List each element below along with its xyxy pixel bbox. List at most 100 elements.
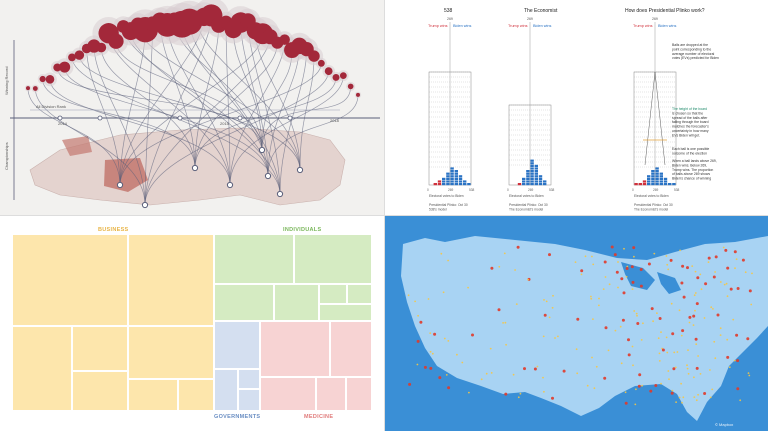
incident-dot <box>631 345 634 348</box>
bubble[interactable] <box>317 59 325 67</box>
incident-dot <box>666 351 669 354</box>
treemap-cell-business[interactable] <box>72 326 128 371</box>
plinko-ball <box>543 183 547 186</box>
treemap-cell-individuals[interactable] <box>214 234 294 284</box>
incident-dot <box>584 255 587 258</box>
incident-dot <box>725 282 728 285</box>
incident-dot <box>716 313 720 317</box>
plinko-ball <box>538 180 543 183</box>
bubble[interactable] <box>332 73 340 81</box>
map-node[interactable] <box>258 146 266 154</box>
treemap-cell-business[interactable] <box>128 234 214 326</box>
explanation-text: average number of electoral <box>672 52 714 56</box>
bubble[interactable] <box>39 75 46 83</box>
incident-dot <box>680 334 683 337</box>
incident-dot <box>517 396 520 399</box>
incident-dot <box>416 339 420 343</box>
bubble[interactable] <box>26 86 30 91</box>
incident-dot <box>632 364 634 367</box>
treemap-cell-individuals[interactable] <box>319 284 347 304</box>
plinko-ball <box>530 172 534 175</box>
treemap-cell-medicine[interactable] <box>346 377 372 411</box>
plinko-ball <box>530 167 534 170</box>
map-node[interactable] <box>191 164 199 172</box>
treemap-cell-business[interactable] <box>128 326 214 379</box>
incident-dot <box>654 384 658 387</box>
map-node[interactable] <box>264 172 272 180</box>
treemap-cell-individuals[interactable] <box>319 304 372 321</box>
bubble[interactable] <box>45 75 55 84</box>
incident-dot <box>694 292 697 294</box>
incident-dot <box>630 265 634 269</box>
us-heat-map: © Mapbox <box>385 216 768 431</box>
incident-dot <box>593 387 596 390</box>
map-node[interactable] <box>276 190 284 198</box>
treemap-cell-business[interactable] <box>12 326 72 411</box>
incident-dot <box>661 348 665 352</box>
year-label-2: 2015 <box>220 121 230 126</box>
bubble[interactable] <box>68 53 76 62</box>
treemap-cell-medicine[interactable] <box>330 321 372 377</box>
treemap-cell-business[interactable] <box>12 234 128 326</box>
treemap-cell-governments[interactable] <box>238 369 260 389</box>
incident-dot <box>695 399 698 402</box>
treemap-cell-medicine[interactable] <box>260 321 330 377</box>
plinko-ball <box>450 167 454 170</box>
incident-dot <box>620 362 623 365</box>
plinko-ball <box>534 180 538 183</box>
bubble[interactable] <box>347 83 354 90</box>
map-node[interactable] <box>226 181 234 189</box>
biden-wins-label: Biden wins <box>658 24 676 28</box>
incident-dot <box>407 294 410 297</box>
bubble[interactable] <box>32 86 38 91</box>
plinko-ball <box>651 183 655 186</box>
incident-dot <box>678 396 681 399</box>
plinko-ball <box>663 183 668 186</box>
bubble[interactable] <box>108 33 124 49</box>
bubble[interactable] <box>279 34 290 45</box>
incident-dot <box>445 374 448 376</box>
incident-dot <box>417 314 419 317</box>
treemap-cell-business[interactable] <box>178 379 214 411</box>
bubble[interactable] <box>308 50 320 62</box>
treemap-cell-individuals[interactable] <box>347 284 372 304</box>
treemap-cell-medicine[interactable] <box>260 377 316 411</box>
plinko-ball <box>530 170 534 173</box>
bubble[interactable] <box>324 67 333 76</box>
incident-dot <box>732 318 735 321</box>
treemap-cell-governments[interactable] <box>238 389 260 411</box>
plinko-ball <box>534 170 538 173</box>
incident-dot <box>619 325 622 328</box>
incident-dot <box>649 389 653 393</box>
incident-dot <box>678 309 681 312</box>
treemap-cell-medicine[interactable] <box>316 377 346 411</box>
map-node[interactable] <box>141 201 149 209</box>
incident-dot <box>711 388 714 391</box>
map-node[interactable] <box>296 166 304 174</box>
great-lakes <box>621 262 681 294</box>
treemap-title-governments: GOVERNMENTS <box>214 414 261 420</box>
incident-dot <box>512 373 515 376</box>
bubble[interactable] <box>96 42 107 53</box>
incident-dot <box>505 343 507 346</box>
bubble[interactable] <box>59 61 71 73</box>
treemap-cell-individuals[interactable] <box>274 284 319 321</box>
map-node[interactable] <box>116 181 124 189</box>
incident-dot <box>694 309 696 312</box>
plinko-ball <box>651 172 655 175</box>
plinko-ball <box>463 183 467 186</box>
plinko-ball <box>522 177 526 180</box>
incident-dot <box>703 317 706 319</box>
bubble[interactable] <box>356 92 360 97</box>
plinko-ball <box>446 175 450 178</box>
treemap-cell-individuals[interactable] <box>214 284 274 321</box>
plinko-ball <box>517 183 522 186</box>
treemap-cell-business[interactable] <box>128 379 178 411</box>
bubble[interactable] <box>53 63 62 72</box>
treemap-cell-individuals[interactable] <box>294 234 372 284</box>
treemap-cell-business[interactable] <box>72 371 128 411</box>
treemap-cell-governments[interactable] <box>214 369 238 411</box>
bubble[interactable] <box>74 50 85 60</box>
bubble[interactable] <box>339 72 347 80</box>
treemap-cell-governments[interactable] <box>214 321 260 369</box>
